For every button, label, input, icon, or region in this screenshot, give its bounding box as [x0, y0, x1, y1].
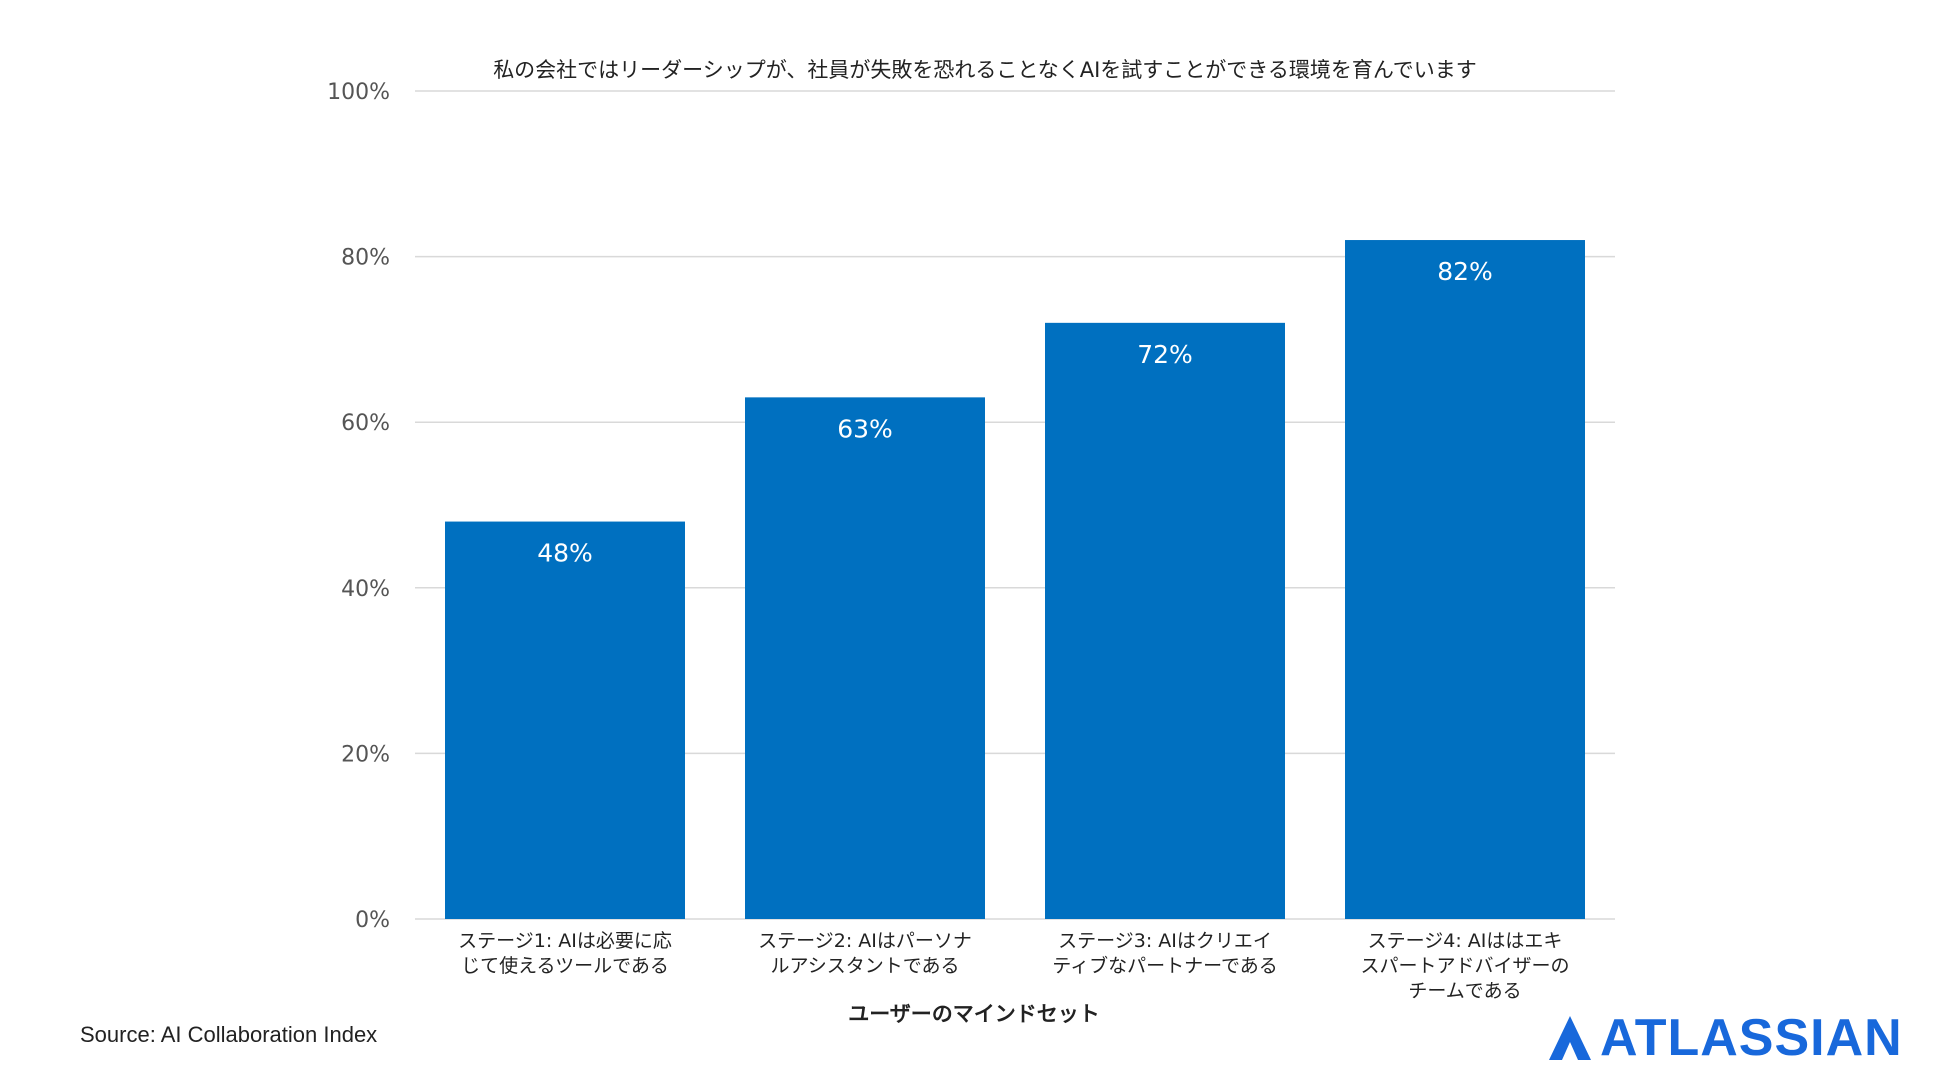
atlassian-logo: ATLASSIAN [1548, 1012, 1903, 1064]
source-note: Source: AI Collaboration Index [80, 1022, 378, 1047]
x-axis-title: ユーザーのマインドセット [848, 1002, 1100, 1026]
bar [445, 521, 685, 919]
y-tick-label: 0% [355, 908, 390, 933]
bar [745, 397, 985, 919]
bars [445, 240, 1585, 920]
category-label: チームである [1408, 980, 1521, 1002]
y-tick-label: 40% [341, 577, 390, 602]
chart-title: 私の会社ではリーダーシップが、社員が失敗を恐れることなくAIを試すことができる環… [493, 58, 1477, 82]
category-label: スパートアドバイザーの [1360, 955, 1569, 977]
data-label: 63% [837, 414, 893, 443]
y-axis-ticks: 0% 20% 40% 60% 80% 100% [327, 80, 390, 933]
bar [1345, 240, 1585, 920]
category-label: ステージ4: AIははエキ [1368, 930, 1563, 952]
data-label: 82% [1437, 257, 1493, 286]
data-label: 72% [1137, 340, 1193, 369]
y-tick-label: 60% [341, 411, 390, 436]
data-label: 48% [537, 539, 593, 568]
atlassian-logo-icon [1549, 1016, 1591, 1060]
category-label: ステージ3: AIはクリエイ [1058, 930, 1272, 952]
category-label: じて使えるツールである [461, 955, 669, 977]
category-label: ルアシスタントである [770, 955, 959, 977]
y-tick-label: 80% [341, 246, 390, 271]
category-label: ステージ1: AIは必要に応 [458, 930, 672, 952]
category-label: ティブなパートナーである [1052, 954, 1278, 977]
y-tick-label: 100% [327, 80, 390, 105]
data-labels: 48% 63% 72% 82% [537, 257, 1493, 568]
y-tick-label: 20% [341, 742, 390, 767]
bar [1045, 322, 1285, 920]
category-label: ステージ2: AIはパーソナ [758, 930, 972, 952]
logo-wordmark: ATLASSIAN [1600, 1009, 1903, 1067]
